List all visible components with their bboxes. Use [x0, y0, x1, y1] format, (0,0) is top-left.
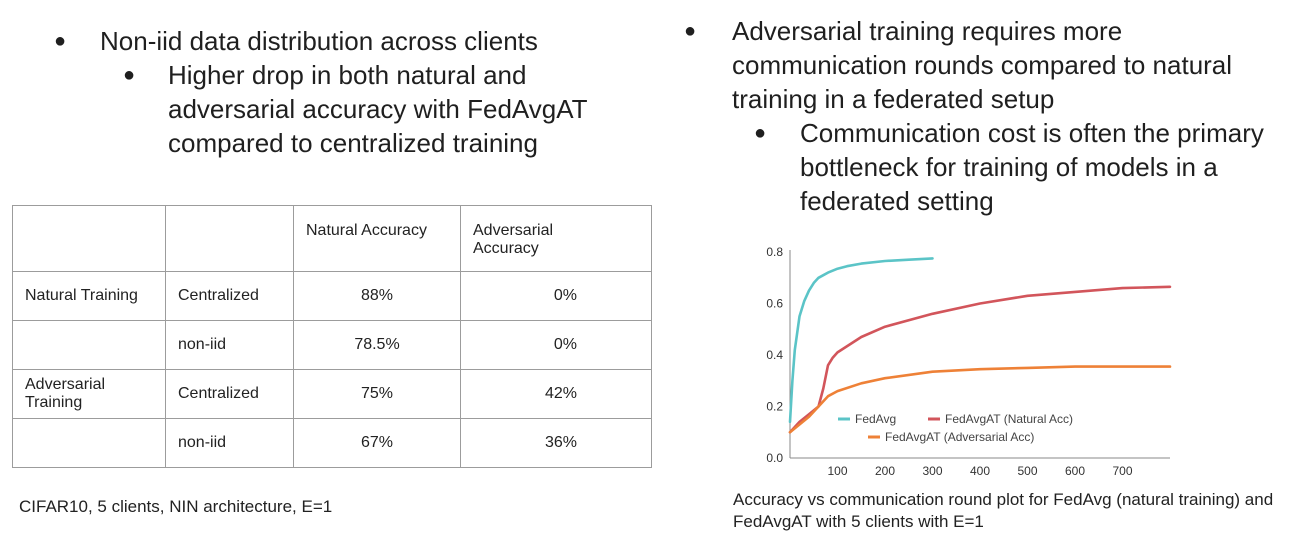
y-tick-label: 0.6 — [766, 297, 783, 311]
left-bullet-list: Non-iid data distribution across clients… — [0, 24, 640, 160]
table-cell: 36% — [460, 418, 652, 468]
x-tick-label: 600 — [1065, 464, 1085, 478]
table-header-cell — [165, 205, 294, 272]
bullet-line: compared to centralized training — [168, 128, 538, 158]
table-header-cell: Adversarial Accuracy — [460, 205, 652, 272]
bullet-noniid: Non-iid data distribution across clients — [0, 24, 640, 58]
series-line-2 — [788, 365, 1172, 434]
series-line-1 — [788, 285, 1172, 434]
table-cell: Natural Training — [12, 271, 166, 321]
table-cell: Centralized — [165, 271, 294, 321]
table-caption: CIFAR10, 5 clients, NIN architecture, E=… — [19, 497, 333, 516]
x-tick-label: 400 — [970, 464, 990, 478]
bullet-line: federated setting — [800, 186, 994, 216]
sub-bullet-comm-cost: Communication cost is often the primary … — [660, 116, 1310, 218]
bullet-line: communication rounds compared to natural — [732, 50, 1233, 80]
y-tick-label: 0.4 — [766, 348, 783, 362]
chart-caption: Accuracy vs communication round plot for… — [733, 490, 1274, 531]
x-tick-label: 300 — [922, 464, 942, 478]
y-tick-label: 0.8 — [766, 245, 783, 259]
x-tick-label: 100 — [827, 464, 847, 478]
chart-axes: 100 200 300 400 500 600 700 0.0 0.2 0.4 0.6 0.8 — [766, 245, 1170, 478]
table-cell: 88% — [293, 271, 461, 321]
results-table: Natural Accuracy Adversarial Accuracy Na… — [12, 205, 652, 468]
table-row: Natural Training Centralized 88% 0% — [12, 271, 652, 321]
series-line-0 — [788, 257, 934, 424]
chart-legend: FedAvg FedAvgAT (Natural Acc) FedAvgAT (Ad… — [838, 412, 1073, 444]
legend-label: FedAvgAT (Natural Acc) — [945, 412, 1073, 426]
table-cell — [12, 418, 166, 468]
table-cell: 75% — [293, 369, 461, 419]
bullet-line: Higher drop in both natural and — [168, 60, 527, 90]
bullet-line: Communication cost is often the primary — [800, 118, 1264, 148]
bullet-line: adversarial accuracy with FedAvgAT — [168, 94, 588, 124]
y-tick-label: 0.0 — [766, 451, 783, 465]
x-tick-label: 700 — [1112, 464, 1132, 478]
sub-bullet-accuracy-drop: Higher drop in both natural and adversar… — [0, 58, 640, 160]
table-row: non-iid 67% 36% — [12, 418, 652, 468]
bullet-adv-training: Adversarial training requires more commu… — [660, 14, 1310, 116]
table-cell: non-iid — [165, 320, 294, 370]
table-cell: Centralized — [165, 369, 294, 419]
table-cell: 67% — [293, 418, 461, 468]
table-header-row: Natural Accuracy Adversarial Accuracy — [12, 205, 652, 272]
table-row: non-iid 78.5% 0% — [12, 320, 652, 370]
legend-label: FedAvg — [855, 412, 896, 426]
table-cell: Adversarial Training — [12, 369, 166, 419]
legend-label: FedAvgAT (Adversarial Acc) — [885, 430, 1034, 444]
bullet-line: bottleneck for training of models in a — [800, 152, 1218, 182]
bullet-text: Non-iid data distribution across clients — [100, 26, 538, 56]
table-header-cell: Natural Accuracy — [293, 205, 461, 272]
x-tick-label: 500 — [1017, 464, 1037, 478]
chart-series — [788, 257, 1172, 434]
y-tick-label: 0.2 — [766, 400, 783, 414]
bullet-line: training in a federated setup — [732, 84, 1055, 114]
x-tick-label: 200 — [875, 464, 895, 478]
bullet-line: Adversarial training requires more — [732, 16, 1123, 46]
right-bullet-list: Adversarial training requires more commu… — [660, 14, 1310, 218]
